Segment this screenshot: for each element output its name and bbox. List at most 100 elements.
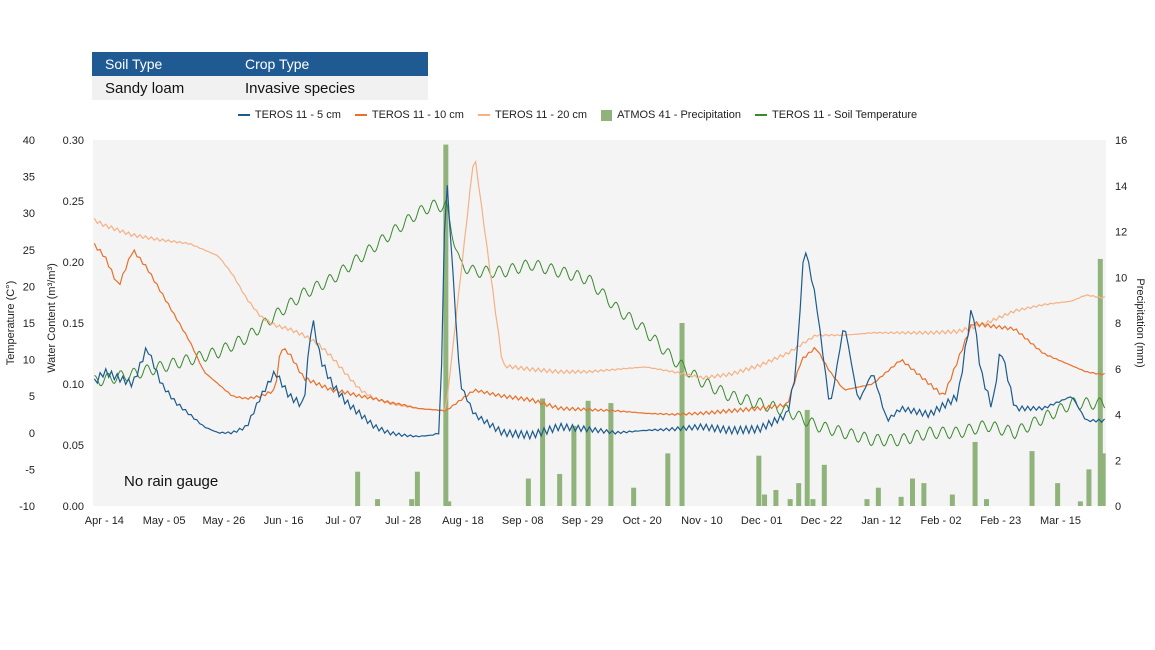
y-axis-label-water-content: Water Content (m³/m³) bbox=[46, 263, 58, 373]
precipitation-bar bbox=[409, 499, 415, 506]
y-tick-temperature: 5 bbox=[29, 391, 35, 403]
crop-type-value: Invasive species bbox=[245, 79, 356, 97]
y-tick-water-content: 0.00 bbox=[63, 501, 84, 513]
legend-item-teros-20: TEROS 11 - 20 cm bbox=[477, 109, 588, 121]
legend-item-soil-temp: TEROS 11 - Soil Temperature bbox=[755, 109, 917, 121]
precipitation-bar bbox=[810, 499, 816, 506]
x-tick-label: Nov - 10 bbox=[681, 515, 723, 527]
precipitation-bar bbox=[898, 496, 904, 506]
precipitation-bar bbox=[1077, 501, 1083, 506]
precipitation-bar bbox=[414, 471, 420, 506]
y-axis-label-temperature: Temperature (C°) bbox=[5, 281, 17, 365]
y-tick-water-content: 0.10 bbox=[63, 379, 84, 391]
axis-ticks: 4035302520151050-5-100.300.250.200.150.1… bbox=[19, 135, 1127, 527]
x-tick-label: Mar - 15 bbox=[1040, 515, 1081, 527]
y-tick-precipitation: 6 bbox=[1115, 364, 1121, 376]
legend-swatch bbox=[477, 114, 490, 116]
precipitation-bar bbox=[631, 487, 637, 506]
water-content-line bbox=[93, 185, 1106, 441]
precipitation-bar bbox=[1100, 453, 1106, 506]
y-tick-precipitation: 8 bbox=[1115, 318, 1121, 330]
legend-swatch bbox=[601, 109, 613, 121]
precipitation-bar bbox=[921, 483, 927, 506]
precipitation-bar bbox=[585, 400, 591, 506]
precipitation-bar bbox=[1055, 483, 1061, 506]
y-tick-water-content: 0.15 bbox=[63, 318, 84, 330]
precipitation-bar bbox=[1029, 451, 1035, 506]
precipitation-bar bbox=[355, 471, 361, 506]
legend-label: TEROS 11 - Soil Temperature bbox=[772, 109, 918, 121]
y-tick-temperature: 20 bbox=[23, 281, 35, 293]
x-tick-label: May - 26 bbox=[202, 515, 245, 527]
soil-type-value: Sandy loam bbox=[105, 79, 185, 97]
y-tick-temperature: 0 bbox=[29, 428, 35, 440]
site-info-table: Soil Type Crop Type Sandy loam Invasive … bbox=[92, 52, 428, 100]
precipitation-bar bbox=[773, 489, 779, 506]
precipitation-bar bbox=[864, 499, 870, 506]
y-tick-temperature: 35 bbox=[23, 172, 35, 184]
y-tick-water-content: 0.30 bbox=[63, 135, 84, 147]
precipitation-bar bbox=[949, 494, 955, 506]
x-tick-label: Jul - 07 bbox=[325, 515, 361, 527]
x-tick-label: Feb - 23 bbox=[980, 515, 1021, 527]
y-tick-water-content: 0.05 bbox=[63, 440, 84, 452]
y-tick-temperature: 30 bbox=[23, 208, 35, 220]
site-info-row: Sandy loam Invasive species bbox=[92, 76, 428, 100]
x-tick-label: Apr - 14 bbox=[85, 515, 124, 527]
y-tick-temperature: 10 bbox=[23, 355, 35, 367]
precipitation-bar bbox=[375, 499, 381, 506]
y-tick-temperature: -5 bbox=[25, 464, 35, 476]
y-tick-temperature: 15 bbox=[23, 318, 35, 330]
precipitation-bar bbox=[821, 464, 827, 506]
series-lines bbox=[93, 159, 1106, 447]
x-tick-label: Dec - 22 bbox=[801, 515, 843, 527]
soil-type-header: Soil Type bbox=[105, 56, 163, 72]
precipitation-bar bbox=[665, 453, 671, 506]
y-tick-precipitation: 16 bbox=[1115, 135, 1127, 147]
chart-legend: TEROS 11 - 5 cm TEROS 11 - 10 cm TEROS 1… bbox=[0, 109, 1155, 121]
y-tick-temperature: 25 bbox=[23, 245, 35, 257]
precipitation-bar bbox=[443, 144, 449, 506]
y-tick-precipitation: 2 bbox=[1115, 455, 1121, 467]
legend-swatch bbox=[237, 114, 250, 116]
y-tick-precipitation: 10 bbox=[1115, 272, 1127, 284]
precipitation-bar bbox=[762, 494, 768, 506]
precipitation-bar bbox=[875, 487, 881, 506]
legend-swatch bbox=[354, 114, 367, 116]
soil-temperature-line bbox=[94, 199, 1106, 447]
y-tick-temperature: -10 bbox=[19, 501, 35, 513]
precipitation-bar bbox=[571, 425, 577, 506]
legend-label: ATMOS 41 - Precipitation bbox=[617, 109, 741, 121]
precipitation-bar bbox=[608, 403, 614, 506]
legend-item-teros-5: TEROS 11 - 5 cm bbox=[237, 109, 341, 121]
precipitation-bar bbox=[972, 441, 978, 506]
no-rain-gauge-note: No rain gauge bbox=[124, 473, 218, 490]
precipitation-bar bbox=[804, 409, 810, 506]
precipitation-bar bbox=[446, 501, 452, 506]
x-tick-label: Jan - 12 bbox=[861, 515, 901, 527]
precipitation-bar bbox=[540, 398, 546, 506]
precipitation-bar bbox=[1086, 469, 1092, 506]
water-content-line bbox=[93, 243, 1105, 417]
precipitation-bar bbox=[910, 478, 916, 506]
y-axis-label-precipitation: Precipitation (mm) bbox=[1134, 278, 1146, 367]
legend-label: TEROS 11 - 5 cm bbox=[254, 109, 341, 121]
legend-swatch bbox=[755, 114, 767, 116]
crop-type-header: Crop Type bbox=[245, 56, 310, 72]
site-info-header: Soil Type Crop Type bbox=[92, 52, 428, 76]
legend-item-teros-10: TEROS 11 - 10 cm bbox=[354, 109, 464, 121]
precipitation-bar bbox=[796, 483, 802, 506]
x-tick-label: Oct - 20 bbox=[623, 515, 662, 527]
precipitation-bar bbox=[983, 499, 989, 506]
legend-item-precipitation: ATMOS 41 - Precipitation bbox=[601, 109, 741, 121]
precipitation-bar bbox=[1097, 258, 1103, 506]
x-tick-label: Sep - 29 bbox=[562, 515, 604, 527]
x-tick-label: Jun - 16 bbox=[264, 515, 304, 527]
x-tick-label: Feb - 02 bbox=[920, 515, 961, 527]
legend-label: TEROS 11 - 20 cm bbox=[494, 109, 588, 121]
y-tick-precipitation: 0 bbox=[1115, 501, 1121, 513]
y-tick-water-content: 0.25 bbox=[63, 196, 84, 208]
x-tick-label: Sep - 08 bbox=[502, 515, 544, 527]
y-tick-precipitation: 4 bbox=[1115, 410, 1121, 422]
legend-label: TEROS 11 - 10 cm bbox=[371, 109, 464, 121]
